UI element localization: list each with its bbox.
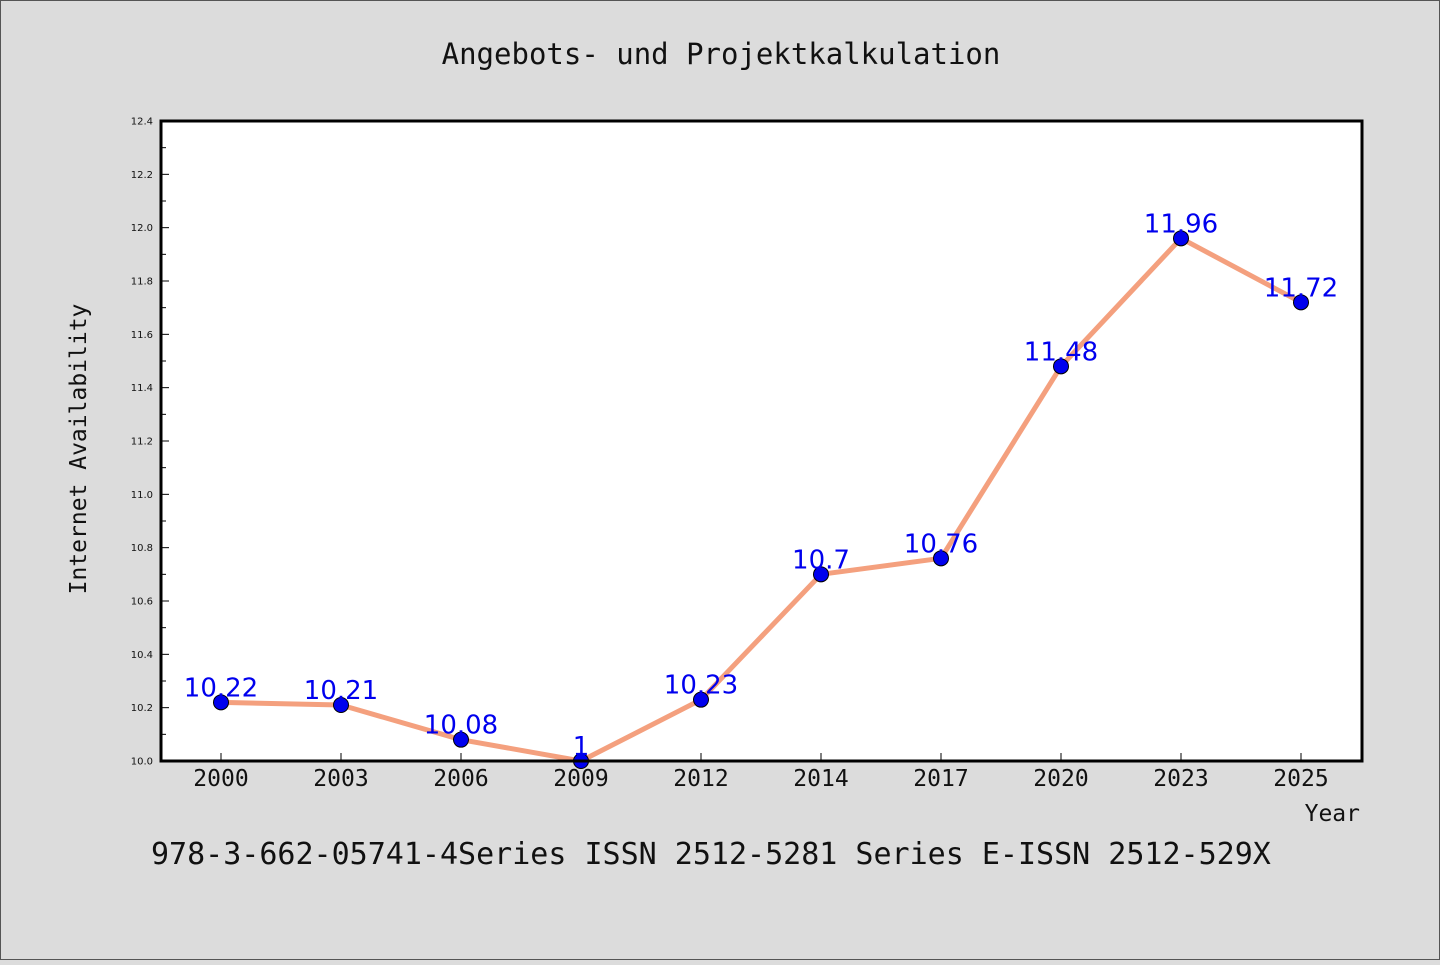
data-point xyxy=(693,691,709,708)
data-point xyxy=(453,731,469,748)
data-label: 10.08 xyxy=(424,711,498,741)
data-label: 1 xyxy=(573,732,590,762)
data-label: 10.7 xyxy=(792,545,850,575)
data-point xyxy=(813,566,829,583)
data-label: 10.23 xyxy=(664,671,738,701)
y-tick-label: 11.8 xyxy=(131,277,153,288)
data-label: 11.48 xyxy=(1024,337,1098,367)
y-tick-label: 11.6 xyxy=(131,330,153,341)
y-axis-label: Internet Availability xyxy=(66,304,92,595)
data-point xyxy=(1053,358,1069,375)
x-axis: 2000 2003 2006 2009 2012 2014 2017 2020 2023 2025 xyxy=(193,753,1329,792)
x-tick-label: 2009 xyxy=(553,766,608,792)
x-tick-label: 2003 xyxy=(313,766,368,792)
y-tick-label: 10.2 xyxy=(131,703,153,714)
x-tick-label: 2023 xyxy=(1153,766,1208,792)
y-tick-label: 11.0 xyxy=(131,490,153,501)
data-label: 10.21 xyxy=(304,676,378,706)
x-tick-label: 2014 xyxy=(793,766,848,792)
data-label: 10.76 xyxy=(904,529,978,559)
series-line xyxy=(218,235,1304,764)
x-tick-label: 2012 xyxy=(673,766,728,792)
plot-area xyxy=(161,121,1362,761)
data-point xyxy=(1293,294,1309,311)
data-point xyxy=(333,697,349,713)
series-line-path xyxy=(218,235,1304,764)
data-point xyxy=(1173,230,1189,247)
x-tick-label: 2006 xyxy=(433,766,488,792)
chart-title: Angebots- und Projektkalkulation xyxy=(442,37,1001,71)
data-labels: 10.22 10.21 10.08 1 10.23 10.7 10.76 11.48 11.96… xyxy=(184,209,1338,762)
y-tick-label: 10.4 xyxy=(131,650,153,661)
x-tick-label: 2020 xyxy=(1033,766,1088,792)
data-label: 11.96 xyxy=(1144,209,1218,239)
plot-border xyxy=(159,119,1364,763)
y-tick-label: 12.4 xyxy=(131,117,153,128)
x-axis-label: Year xyxy=(1305,801,1360,827)
y-tick-label: 11.2 xyxy=(131,437,153,448)
series-markers xyxy=(213,230,1309,769)
y-tick-label: 10.6 xyxy=(131,597,153,608)
x-tick-label: 2017 xyxy=(913,766,968,792)
x-tick-label: 2025 xyxy=(1273,766,1328,792)
y-tick-label: 10.0 xyxy=(131,757,153,768)
y-tick-label: 10.8 xyxy=(131,543,153,554)
data-point xyxy=(933,550,949,567)
y-tick-label: 12.0 xyxy=(131,223,153,234)
y-tick-label: 12.2 xyxy=(131,170,153,181)
x-tick-label: 2000 xyxy=(193,766,248,792)
y-tick-label: 11.4 xyxy=(131,383,153,394)
data-label: 11.72 xyxy=(1264,273,1338,303)
footer-text: 978-3-662-05741-4Series ISSN 2512-5281 S… xyxy=(151,837,1271,872)
data-point xyxy=(213,694,229,711)
data-label: 10.22 xyxy=(184,673,258,703)
